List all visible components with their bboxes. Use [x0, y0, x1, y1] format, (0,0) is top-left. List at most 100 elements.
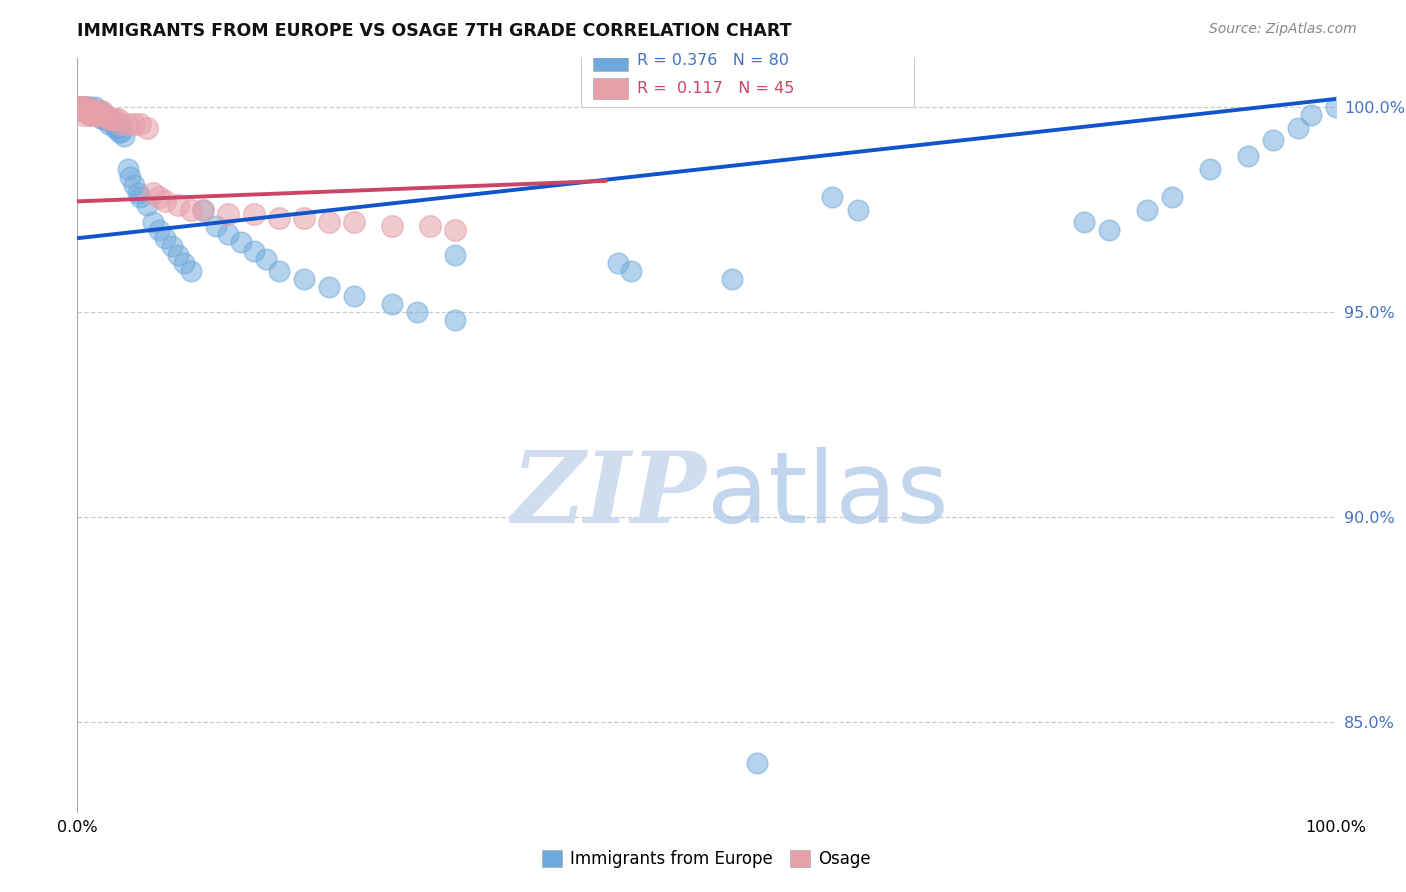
- Point: [444, 313, 467, 327]
- Point: [79, 104, 101, 119]
- Point: [72, 108, 94, 122]
- Point: [191, 202, 215, 217]
- Point: [444, 247, 467, 261]
- Point: [70, 100, 93, 114]
- Point: [79, 104, 101, 119]
- Point: [110, 116, 132, 130]
- Point: [419, 219, 441, 233]
- Point: [242, 207, 264, 221]
- Text: R =  0.117   N = 45: R = 0.117 N = 45: [637, 81, 794, 96]
- Point: [80, 104, 103, 119]
- Point: [745, 756, 768, 770]
- Point: [229, 235, 252, 250]
- Point: [89, 104, 111, 119]
- Point: [318, 215, 340, 229]
- Point: [93, 108, 115, 122]
- Point: [89, 108, 111, 122]
- Point: [104, 116, 127, 130]
- Point: [70, 100, 93, 114]
- Point: [83, 104, 105, 119]
- Point: [107, 112, 129, 127]
- Point: [167, 247, 190, 261]
- Point: [343, 215, 366, 229]
- Point: [97, 116, 120, 130]
- Point: [84, 108, 107, 122]
- Point: [217, 227, 239, 241]
- Point: [620, 264, 643, 278]
- Point: [104, 120, 127, 135]
- Text: atlas: atlas: [707, 447, 948, 543]
- Point: [381, 297, 404, 311]
- Point: [76, 104, 98, 119]
- Point: [79, 108, 101, 122]
- Text: R = 0.376   N = 80: R = 0.376 N = 80: [637, 53, 789, 68]
- Point: [84, 100, 107, 114]
- Point: [107, 120, 129, 135]
- Point: [135, 120, 157, 135]
- Point: [86, 104, 108, 119]
- Point: [292, 211, 315, 225]
- Point: [101, 116, 124, 130]
- Point: [72, 100, 94, 114]
- Point: [155, 194, 177, 209]
- Point: [1286, 120, 1309, 135]
- Point: [148, 190, 170, 204]
- Point: [97, 112, 120, 127]
- Point: [180, 264, 202, 278]
- Point: [76, 100, 98, 114]
- Point: [1073, 215, 1095, 229]
- Point: [100, 112, 122, 127]
- Point: [84, 104, 107, 119]
- Point: [180, 202, 202, 217]
- Point: [91, 108, 114, 122]
- Point: [217, 207, 239, 221]
- Point: [77, 104, 100, 119]
- Point: [82, 108, 104, 122]
- Point: [1199, 161, 1222, 176]
- Point: [82, 104, 104, 119]
- Point: [73, 100, 96, 114]
- Point: [72, 100, 94, 114]
- Point: [254, 252, 277, 266]
- Point: [381, 219, 404, 233]
- Point: [108, 125, 131, 139]
- Point: [100, 112, 122, 127]
- Point: [135, 198, 157, 212]
- Text: Source: ZipAtlas.com: Source: ZipAtlas.com: [1209, 22, 1357, 37]
- Point: [343, 288, 366, 302]
- Point: [720, 272, 742, 286]
- Point: [267, 211, 290, 225]
- Point: [76, 100, 98, 114]
- Point: [607, 256, 630, 270]
- Point: [406, 305, 429, 319]
- Point: [91, 104, 114, 119]
- Point: [1236, 149, 1258, 163]
- Point: [122, 178, 145, 192]
- FancyBboxPatch shape: [581, 43, 914, 107]
- Point: [72, 104, 94, 119]
- Point: [72, 100, 94, 114]
- Point: [127, 186, 149, 201]
- Point: [155, 231, 177, 245]
- FancyBboxPatch shape: [593, 50, 628, 70]
- Point: [821, 190, 844, 204]
- Point: [1161, 190, 1184, 204]
- Point: [97, 112, 120, 127]
- Point: [84, 104, 107, 119]
- Point: [142, 215, 165, 229]
- Point: [72, 104, 94, 119]
- Point: [94, 112, 117, 127]
- Point: [91, 108, 114, 122]
- Point: [191, 202, 215, 217]
- Point: [77, 104, 100, 119]
- Point: [120, 169, 142, 184]
- Point: [129, 190, 152, 204]
- Legend: Immigrants from Europe, Osage: Immigrants from Europe, Osage: [536, 844, 877, 875]
- Point: [318, 280, 340, 294]
- Point: [83, 104, 105, 119]
- Point: [117, 161, 139, 176]
- Point: [79, 100, 101, 114]
- Point: [96, 112, 118, 127]
- Point: [204, 219, 226, 233]
- Point: [142, 186, 165, 201]
